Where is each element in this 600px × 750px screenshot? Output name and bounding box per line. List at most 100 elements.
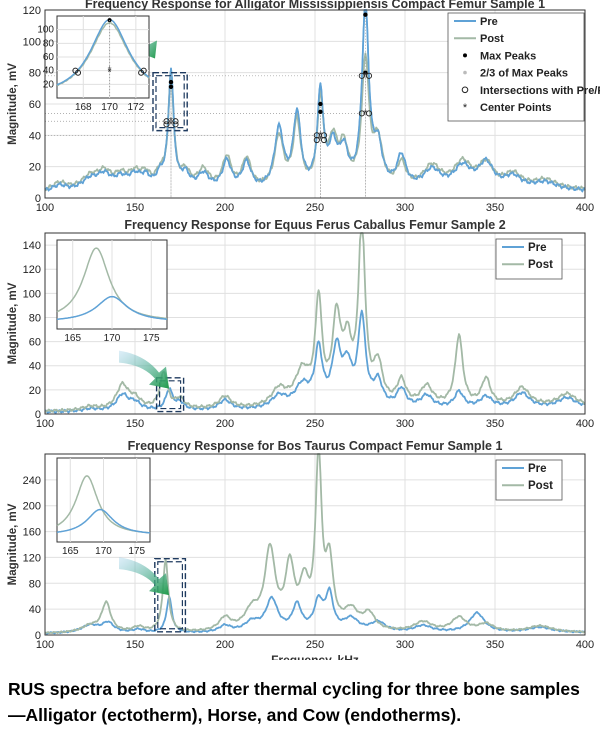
intersection-marker	[358, 72, 365, 79]
inset-y-tick-label: 40	[43, 66, 55, 77]
inset-line-pre	[57, 295, 167, 320]
y-tick-label: 240	[23, 475, 41, 487]
intersection-marker	[358, 110, 365, 117]
y-tick-label: 0	[35, 193, 41, 205]
inset-plot: 165 170 175	[56, 239, 168, 344]
intersection-marker	[172, 118, 179, 125]
max-peak-marker	[363, 70, 368, 75]
max-peak-marker	[318, 101, 323, 107]
zoom-box-inner	[159, 380, 182, 410]
axes-frame	[44, 232, 586, 415]
y-tick-label: 80	[29, 312, 41, 324]
x-tick-label: 300	[396, 202, 414, 214]
zoom-box-inner	[155, 75, 185, 129]
legend-entry-label: Center Points	[480, 102, 552, 114]
x-tick-label: 250	[306, 418, 324, 430]
intersection-marker	[313, 136, 320, 144]
inset-x-tick-label: 170	[95, 546, 112, 557]
legend-entry-label: 2/3 of Max Peaks	[480, 68, 568, 80]
x-tick-label: 100	[36, 418, 54, 430]
max-peak-marker	[168, 79, 174, 85]
two-thirds-marker	[169, 119, 173, 124]
x-tick-label: 400	[576, 418, 594, 430]
y-tick-label: 20	[29, 162, 41, 174]
max-peak-marker	[168, 84, 174, 89]
legend-entry-label: Max Peaks	[480, 50, 536, 62]
legend: Pre Post	[495, 459, 563, 501]
inset-y-tick-label: 100	[37, 25, 54, 36]
center-point-marker: *	[318, 135, 322, 146]
y-tick-label: 20	[29, 385, 41, 397]
y-axis-label: Magnitude, mV	[7, 503, 19, 585]
inset-intersection-marker	[140, 67, 147, 74]
legend-max-peak-icon	[463, 53, 467, 58]
inset-x-tick-label: 165	[62, 546, 79, 557]
center-point-marker: *	[363, 108, 367, 119]
y-axis-label: Magnitude, mV	[7, 282, 19, 364]
inset-x-tick-label: 172	[128, 102, 145, 113]
intersection-marker	[163, 118, 170, 125]
inset-line-pre	[56, 18, 150, 86]
inset-x-tick-label: 175	[143, 333, 160, 344]
series-line-post	[44, 453, 586, 634]
inset-y-tick-label: 80	[43, 38, 55, 49]
y-tick-label: 120	[23, 264, 41, 276]
chart-panel-2: Frequency Response for Equus Ferus Cabal…	[7, 218, 594, 430]
inset-x-tick-label: 168	[75, 102, 92, 113]
x-tick-label: 350	[486, 202, 504, 214]
y-tick-label: 60	[29, 337, 41, 349]
legend-box	[447, 12, 585, 122]
zoom-box	[154, 558, 187, 633]
y-tick-label: 120	[23, 5, 41, 17]
x-tick-label: 400	[576, 202, 594, 214]
x-tick-label: 250	[306, 202, 324, 214]
inset-plot: 165 170 175	[56, 457, 151, 557]
y-tick-label: 160	[23, 527, 41, 539]
legend-intersection-icon	[461, 86, 469, 94]
x-tick-label: 300	[396, 418, 414, 430]
center-point-marker: *	[363, 71, 367, 82]
x-tick-label: 150	[126, 639, 144, 651]
figure: Frequency Response for Alligator Mississ…	[7, 0, 600, 660]
series-line-pre	[44, 309, 586, 414]
y-tick-label: 0	[35, 409, 41, 421]
chart-panel-1: Frequency Response for Alligator Mississ…	[7, 0, 600, 214]
y-tick-label: 0	[35, 630, 41, 642]
x-tick-label: 400	[576, 639, 594, 651]
x-tick-label: 350	[486, 639, 504, 651]
intersection-marker	[365, 72, 373, 79]
inset-line-post	[56, 247, 168, 320]
zoom-box-inner	[157, 561, 184, 630]
y-tick-label: 80	[29, 578, 41, 590]
inset-intersection-marker	[72, 67, 79, 74]
y-tick-label: 40	[29, 604, 41, 616]
legend: Pre Post	[495, 238, 563, 280]
chart-title: Frequency Response for Alligator Mississ…	[85, 0, 545, 11]
inset-x-tick-label: 165	[64, 333, 81, 344]
y-axis-label: Magnitude, mV	[7, 63, 19, 145]
series-line-post	[44, 232, 586, 414]
inset-center-marker: *	[108, 68, 112, 79]
legend-two-thirds-icon	[463, 70, 467, 75]
x-axis-label: Frequency, kHz	[271, 653, 359, 660]
center-point-marker: *	[169, 119, 173, 130]
axes-frame	[44, 9, 586, 199]
intersection-marker	[320, 136, 328, 144]
x-tick-label: 350	[486, 418, 504, 430]
x-tick-label: 250	[306, 639, 324, 651]
inset-x-tick-label: 170	[101, 102, 118, 113]
x-tick-label: 100	[36, 639, 54, 651]
center-point-marker: *	[169, 116, 173, 127]
x-tick-label: 200	[216, 418, 234, 430]
x-tick-label: 200	[216, 202, 234, 214]
axes-frame	[44, 453, 586, 636]
figure-caption: RUS spectra before and after thermal cyc…	[8, 679, 580, 725]
x-tick-label: 100	[36, 202, 54, 214]
center-point-marker: *	[318, 130, 322, 141]
inset-y-tick-label: 20	[43, 79, 55, 90]
y-tick-label: 200	[23, 501, 41, 513]
legend-entry-label: Pre	[528, 463, 547, 475]
max-peak-marker	[318, 109, 323, 115]
y-tick-label: 60	[29, 99, 41, 111]
